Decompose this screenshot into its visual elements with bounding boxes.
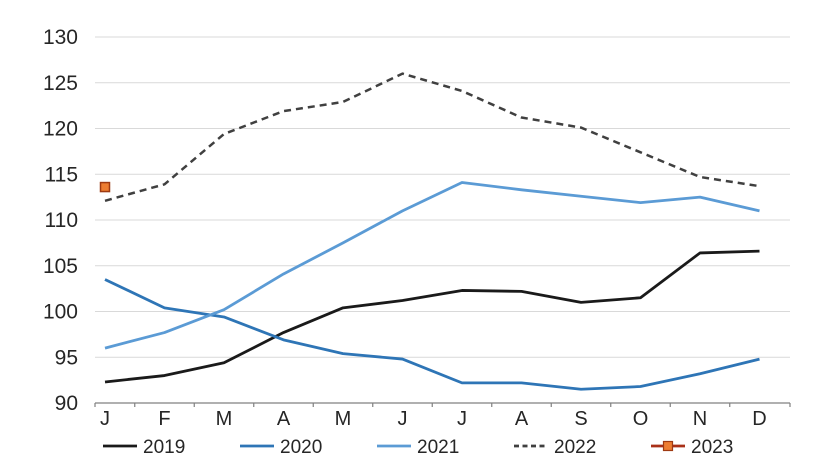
series-line-2020: [104, 278, 760, 391]
series-line-2022: [104, 72, 760, 202]
y-axis-label: 100: [43, 301, 78, 324]
x-axis-label: M: [335, 408, 352, 430]
x-axis-label: O: [633, 408, 649, 430]
y-axis-label: 115: [45, 163, 78, 186]
x-axis-label: J: [398, 408, 408, 430]
y-axis-label: 105: [43, 255, 78, 278]
y-axis-label: 90: [55, 392, 78, 415]
series-marker-2023: [99, 181, 111, 193]
series-line-2019: [104, 249, 760, 384]
x-axis-label: J: [100, 408, 110, 430]
x-axis-label: F: [158, 408, 170, 430]
y-axis-label: 120: [43, 118, 78, 141]
y-axis-label: 125: [43, 72, 78, 95]
x-axis-label: M: [216, 408, 233, 430]
y-axis-label: 110: [45, 209, 78, 232]
series-line-2021: [104, 181, 760, 350]
x-axis-label: N: [693, 408, 707, 430]
y-axis-label: 95: [55, 346, 78, 369]
x-axis-label: J: [457, 408, 467, 430]
legend-label-2022: 2022: [554, 437, 596, 458]
legend-label-2020: 2020: [280, 437, 322, 458]
legend-label-2023: 2023: [691, 437, 733, 458]
legend-label-2019: 2019: [143, 437, 185, 458]
x-axis-label: A: [277, 408, 291, 430]
x-axis-label: A: [515, 408, 529, 430]
legend-marker-2023: [662, 440, 674, 452]
x-axis-label: S: [574, 408, 587, 430]
x-axis-label: D: [752, 408, 766, 430]
legend-label-2021: 2021: [417, 437, 459, 458]
y-axis-label: 130: [43, 26, 78, 49]
